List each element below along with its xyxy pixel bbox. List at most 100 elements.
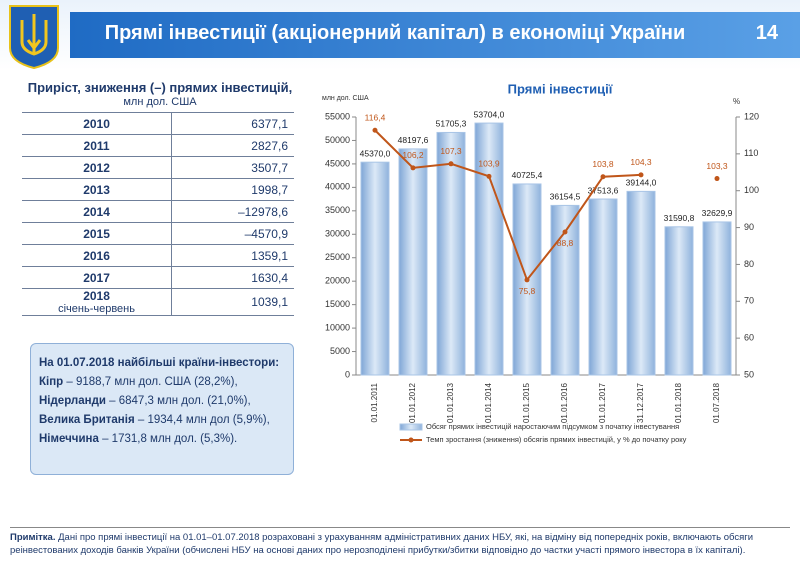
line-marker	[600, 174, 606, 180]
year-cell: 2011	[22, 134, 172, 157]
year-cell: 2010	[22, 112, 172, 135]
line-value-label: 107,3	[440, 146, 462, 156]
line-value-label: 106,2	[402, 150, 424, 160]
legend-swatch	[408, 437, 414, 443]
year-cell: 2015	[22, 222, 172, 245]
table-row: 2018 січень-червень 1039,1	[22, 288, 294, 316]
line-value-label: 103,9	[478, 159, 500, 169]
line-value-label: 88,8	[557, 238, 574, 248]
investor: Велика Британія – 1934,4 млн дол (5,9%),	[39, 414, 285, 426]
table-row: 2013 1998,7	[22, 178, 294, 201]
period: січень-червень	[58, 303, 135, 315]
line-value-label: 103,3	[706, 161, 728, 171]
bar	[512, 183, 542, 376]
y-tick-label: 45000	[325, 158, 350, 168]
year: 2010	[83, 116, 110, 131]
table: 2010 6377,1 2011 2827,6 2012 3507,7 2013 1998,7…	[22, 112, 294, 316]
x-tick-label: 31.12.2017	[636, 382, 645, 423]
table-row: 2017 1630,4	[22, 266, 294, 289]
value-cell: 1359,1	[171, 244, 294, 267]
table-row: 2011 2827,6	[22, 134, 294, 157]
investor-country: Німеччина	[39, 433, 99, 445]
y2-tick-label: 90	[744, 222, 754, 232]
y2-tick-label: 100	[744, 185, 759, 195]
table-unit: млн дол. США	[123, 96, 197, 108]
bar	[360, 161, 390, 376]
line-marker	[638, 172, 644, 178]
bar-value-label: 40725,4	[512, 170, 543, 180]
investor-country: Велика Британія	[39, 414, 135, 426]
investors-box: На 01.07.2018 найбільші країни-інвестори…	[30, 343, 294, 475]
investor: Нідерланди – 6847,3 млн дол. (21,0%),	[39, 395, 285, 407]
y2-tick-label: 60	[744, 333, 754, 343]
investor-value: – 1731,8 млн дол. (5,3%).	[102, 433, 238, 445]
y-tick-label: 10000	[325, 322, 350, 332]
y2-tick-label: 120	[744, 111, 759, 121]
y-tick-label: 30000	[325, 229, 350, 239]
value-cell: –12978,6	[171, 200, 294, 223]
bar-value-label: 48197,6	[398, 135, 429, 145]
table-row: 2012 3507,7	[22, 156, 294, 179]
year: 2012	[83, 160, 110, 175]
line-marker	[524, 277, 530, 283]
line-marker	[448, 161, 454, 167]
page-title: Прямі інвестиції (акціонерний капітал) в…	[104, 22, 686, 44]
header: Прямі інвестиції (акціонерний капітал) в…	[0, 0, 800, 70]
investor-value: – 6847,3 млн дол. (21,0%),	[109, 395, 251, 407]
line-value-label: 116,4	[365, 113, 386, 123]
line-marker	[714, 176, 720, 182]
investor-country: Нідерланди	[39, 395, 106, 407]
bar	[664, 226, 694, 376]
bar	[398, 148, 428, 376]
header-bar	[70, 12, 800, 58]
y2-tick-label: 110	[744, 148, 758, 158]
year: 2013	[83, 182, 110, 197]
y-tick-label: 40000	[325, 182, 350, 192]
y-tick-label: 35000	[325, 205, 350, 215]
line-value-label: 75,8	[519, 286, 536, 296]
year-cell: 2018 січень-червень	[22, 288, 172, 316]
bar-value-label: 37513,6	[588, 185, 619, 195]
x-tick-label: 01.07.2018	[712, 382, 721, 423]
bar-value-label: 36154,5	[550, 192, 581, 202]
table-row: 2016 1359,1	[22, 244, 294, 267]
year-cell: 2017	[22, 266, 172, 289]
investors-title: На 01.07.2018 найбільші країни-інвестори…	[39, 357, 280, 369]
value-cell: –4570,9	[171, 222, 294, 245]
y-tick-label: 50000	[325, 135, 350, 145]
x-tick-label: 01.01.2013	[446, 382, 455, 423]
table-row: 2014 –12978,6	[22, 200, 294, 223]
y-tick-label: 20000	[325, 276, 350, 286]
year: 2016	[83, 248, 110, 263]
line-marker	[410, 165, 416, 171]
legend-label: Обсяг прямих інвестицій наростаючим підс…	[426, 422, 679, 431]
bar	[436, 131, 466, 376]
table-title: Приріст, зниження (–) прямих інвестицій,	[27, 80, 293, 95]
y2-tick-label: 50	[744, 369, 754, 379]
y-tick-label: 55000	[325, 111, 350, 121]
legend-swatch	[399, 423, 423, 431]
year-cell: 2012	[22, 156, 172, 179]
x-tick-label: 01.01.2016	[560, 382, 569, 423]
value-cell: 3507,7	[171, 156, 294, 179]
bar-value-label: 32629,9	[702, 208, 733, 218]
investor-value: – 9188,7 млн дол. США (28,2%),	[66, 376, 238, 388]
line-value-label: 103,8	[592, 159, 614, 169]
bar	[626, 190, 656, 376]
y-axis-label: млн дол. США	[322, 95, 369, 102]
note: Примітка. Дані про прямі інвестиції на 0…	[10, 527, 790, 557]
chart-title: Прямі інвестиції	[508, 81, 613, 96]
bar-value-label: 31590,8	[664, 213, 695, 223]
year-cell: 2016	[22, 244, 172, 267]
y2-tick-label: 80	[744, 259, 754, 269]
investor-value: – 1934,4 млн дол (5,9%),	[137, 414, 270, 426]
x-tick-label: 01.01.2012	[408, 382, 417, 423]
year: 2011	[83, 138, 110, 153]
note-text: Дані про прямі інвестиції на 01.01–01.07…	[10, 532, 754, 556]
page-number: 14	[755, 22, 778, 44]
bar-value-label: 53704,0	[474, 109, 505, 119]
x-tick-label: 01.01.2018	[674, 382, 683, 423]
value-cell: 1039,1	[171, 288, 294, 316]
value-cell: 1998,7	[171, 178, 294, 201]
